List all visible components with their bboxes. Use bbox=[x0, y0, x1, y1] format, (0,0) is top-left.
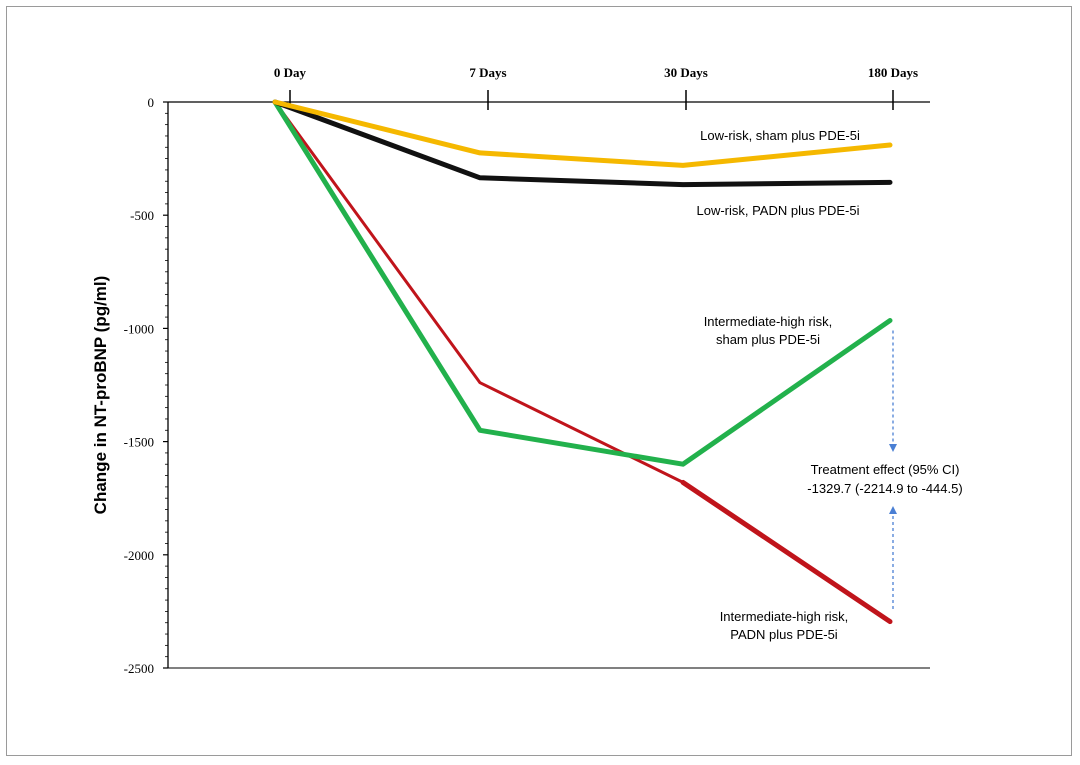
y-tick-label: -2000 bbox=[124, 548, 154, 563]
chart-frame bbox=[6, 6, 1072, 756]
series-line bbox=[272, 99, 893, 168]
treatment-effect-label: -1329.7 (-2214.9 to -444.5) bbox=[807, 481, 962, 496]
series-label: PADN plus PDE-5i bbox=[730, 627, 838, 642]
y-tick-label: -1500 bbox=[124, 435, 154, 450]
series-label: Intermediate-high risk, bbox=[720, 609, 849, 624]
x-tick-label: 180 Days bbox=[868, 65, 918, 80]
arrowhead-icon bbox=[889, 444, 897, 452]
x-tick-label: 7 Days bbox=[469, 65, 506, 80]
series-line bbox=[680, 479, 893, 625]
x-tick-label: 30 Days bbox=[664, 65, 708, 80]
y-tick-label: -500 bbox=[130, 208, 154, 223]
series-label: Intermediate-high risk, bbox=[704, 314, 833, 329]
series-label: Low-risk, sham plus PDE-5i bbox=[700, 128, 860, 143]
x-tick-label: 0 Day bbox=[274, 65, 307, 80]
y-tick-label: 0 bbox=[148, 95, 155, 110]
series-label: sham plus PDE-5i bbox=[716, 332, 820, 347]
y-tick-label: -1000 bbox=[124, 321, 154, 336]
y-axis-label: Change in NT-proBNP (pg/ml) bbox=[91, 276, 110, 515]
treatment-effect-label: Treatment effect (95% CI) bbox=[811, 462, 960, 477]
arrowhead-icon bbox=[889, 506, 897, 514]
series-label: Low-risk, PADN plus PDE-5i bbox=[696, 203, 859, 218]
y-tick-label: -2500 bbox=[124, 661, 154, 676]
series-line bbox=[272, 99, 893, 467]
series-line bbox=[272, 99, 893, 188]
